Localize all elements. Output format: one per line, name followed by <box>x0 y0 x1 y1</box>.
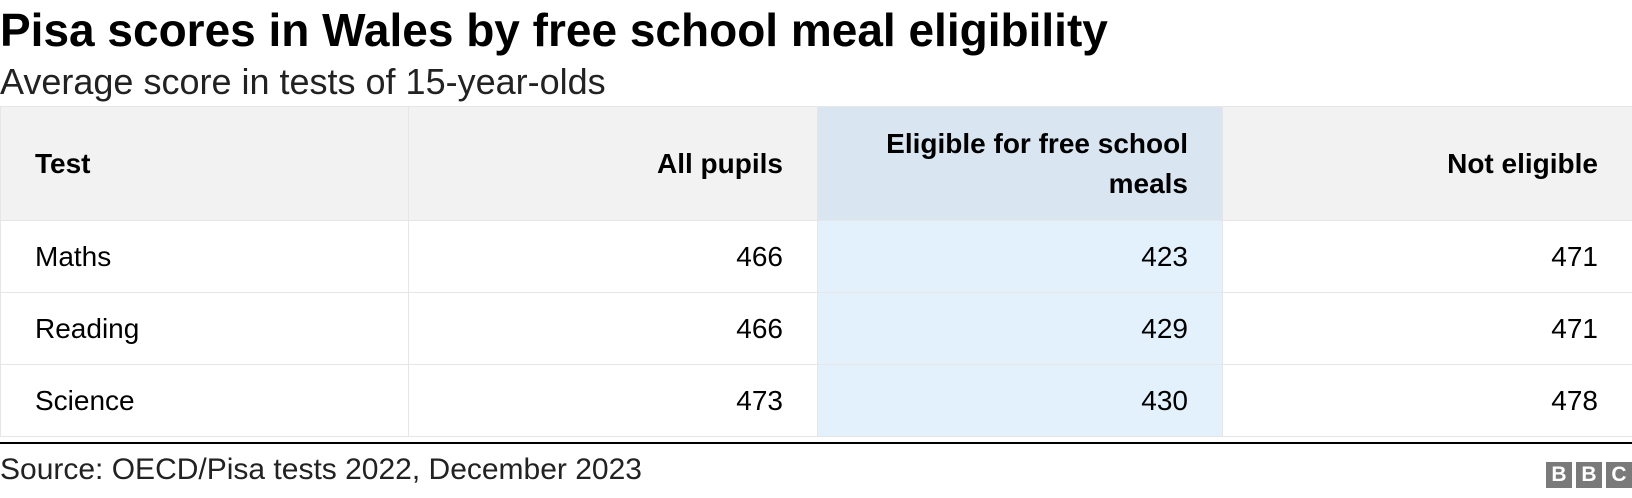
cell-all-pupils: 466 <box>408 220 818 293</box>
cell-test: Maths <box>0 220 409 293</box>
cell-eligible: 423 <box>817 220 1223 293</box>
table-row: Maths 466 423 471 <box>0 220 1632 293</box>
logo-letter-block: B <box>1576 462 1602 488</box>
cell-test: Science <box>0 364 409 437</box>
table-row: Reading 466 429 471 <box>0 292 1632 365</box>
logo-letter-block: C <box>1606 462 1632 488</box>
column-header-all-pupils: All pupils <box>408 106 818 221</box>
cell-not-eligible: 471 <box>1222 292 1632 365</box>
chart-title: Pisa scores in Wales by free school meal… <box>0 4 1108 56</box>
table-header-row: Test All pupils Eligible for free school… <box>0 106 1632 221</box>
cell-not-eligible: 478 <box>1222 364 1632 437</box>
column-header-not-eligible: Not eligible <box>1222 106 1632 221</box>
chart-subtitle: Average score in tests of 15-year-olds <box>0 61 606 102</box>
footer-divider <box>0 442 1632 444</box>
cell-eligible: 430 <box>817 364 1223 437</box>
column-header-test: Test <box>0 106 409 221</box>
cell-test: Reading <box>0 292 409 365</box>
column-header-eligible: Eligible for free school meals <box>817 106 1223 221</box>
cell-all-pupils: 473 <box>408 364 818 437</box>
table-row: Science 473 430 478 <box>0 364 1632 437</box>
logo-letter-block: B <box>1546 462 1572 488</box>
cell-all-pupils: 466 <box>408 292 818 365</box>
cell-not-eligible: 471 <box>1222 220 1632 293</box>
source-note: Source: OECD/Pisa tests 2022, December 2… <box>0 453 642 486</box>
scores-table: Test All pupils Eligible for free school… <box>0 106 1632 437</box>
cell-eligible: 429 <box>817 292 1223 365</box>
